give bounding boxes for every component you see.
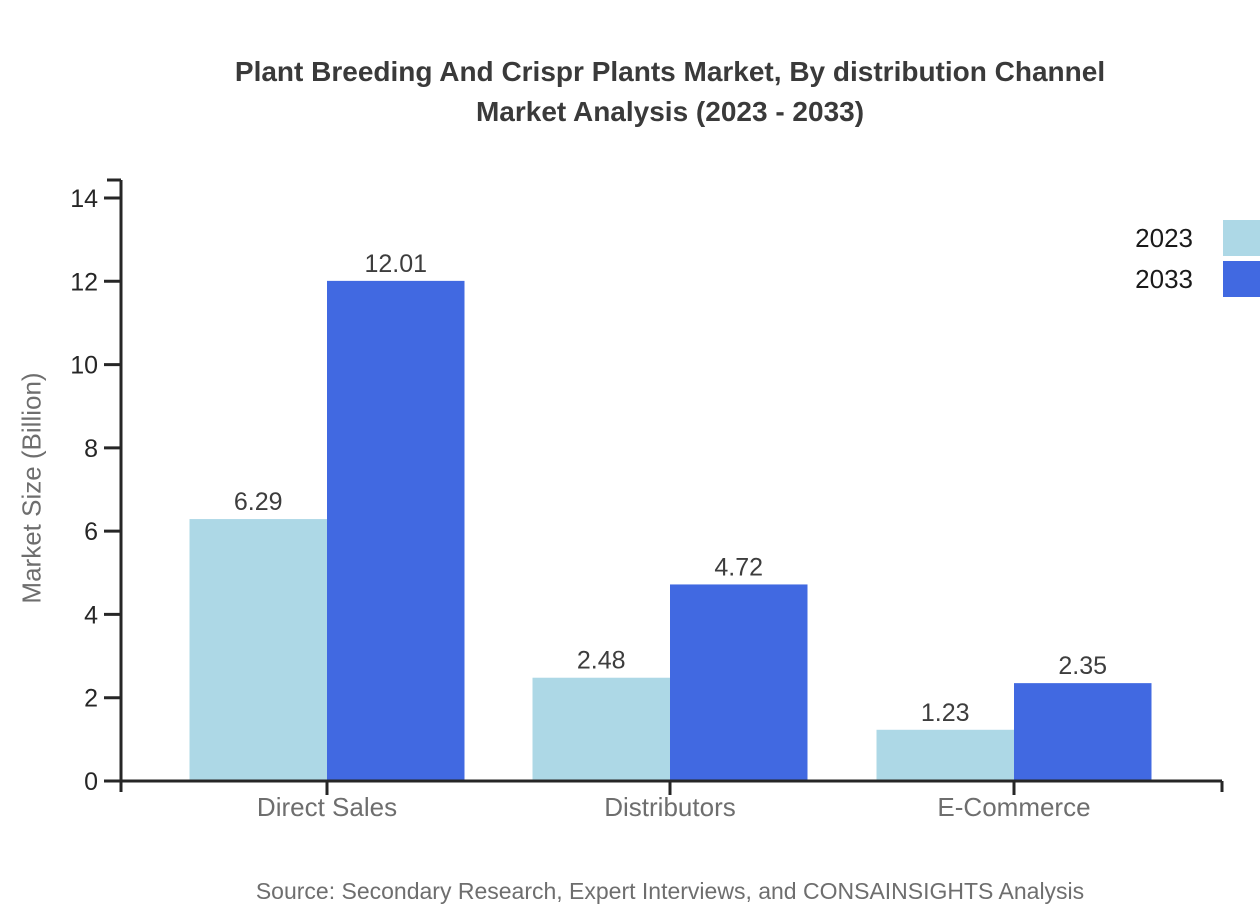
legend: 2023 2033 xyxy=(1135,220,1260,297)
bar-2033-distributors xyxy=(670,584,808,781)
legend-label-2033: 2033 xyxy=(1135,263,1193,294)
y-tick-label: 6 xyxy=(84,518,98,546)
legend-item-2033: 2033 xyxy=(1135,261,1260,297)
bar-2023-distributors xyxy=(532,677,670,781)
bar-value-label: 12.01 xyxy=(364,250,427,278)
y-tick-label: 14 xyxy=(70,185,98,213)
bar-value-label: 2.48 xyxy=(577,647,626,675)
y-tick-label: 0 xyxy=(84,768,98,796)
chart-title: Plant Breeding And Crispr Plants Market,… xyxy=(80,52,1260,132)
y-tick-label: 4 xyxy=(84,601,98,629)
bar-2023-direct-sales xyxy=(189,519,327,781)
legend-swatch-2033 xyxy=(1223,261,1260,297)
bar-2033-e-commerce xyxy=(1014,683,1152,781)
bar-2033-direct-sales xyxy=(327,280,465,781)
legend-label-2023: 2023 xyxy=(1135,222,1193,253)
bar-value-label: 2.35 xyxy=(1058,652,1107,680)
y-tick-label: 12 xyxy=(70,268,98,296)
legend-item-2023: 2023 xyxy=(1135,220,1260,256)
y-tick-label: 10 xyxy=(70,352,98,380)
chart-title-line1: Plant Breeding And Crispr Plants Market,… xyxy=(234,56,1106,87)
category-label-distributors: Distributors xyxy=(604,792,735,822)
bar-value-label: 4.72 xyxy=(714,553,763,581)
category-label-direct-sales: Direct Sales xyxy=(257,792,397,822)
bar-2023-e-commerce xyxy=(876,729,1014,781)
category-label-e-commerce: E-Commerce xyxy=(937,792,1090,822)
y-tick-label: 8 xyxy=(84,435,98,463)
legend-swatch-2023 xyxy=(1223,220,1260,256)
bar-value-label: 1.23 xyxy=(921,699,970,727)
y-tick-label: 2 xyxy=(84,685,98,713)
chart-title-line2: Market Analysis (2023 - 2033) xyxy=(475,96,865,127)
source-note: Source: Secondary Research, Expert Inter… xyxy=(255,878,1085,904)
bar-value-label: 6.29 xyxy=(234,488,283,516)
